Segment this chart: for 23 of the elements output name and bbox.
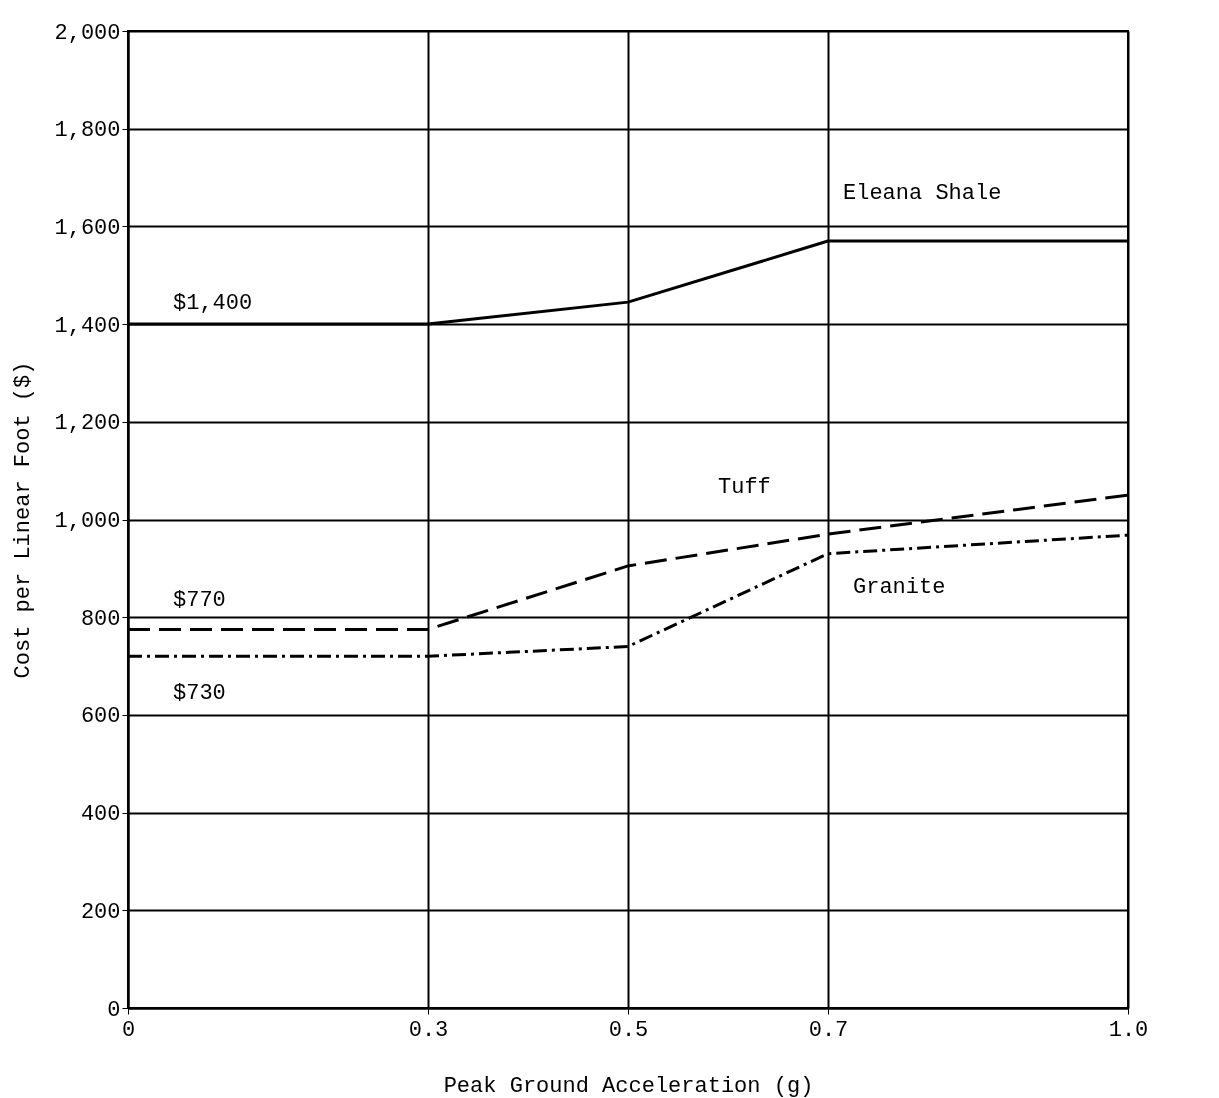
- y-tick-label: 1,400: [54, 313, 121, 339]
- y-tick-label: 1,200: [54, 411, 121, 437]
- y-tick-label: 1,800: [54, 118, 121, 144]
- y-tick-label: 600: [80, 704, 121, 730]
- series-label: Tuff: [718, 474, 771, 500]
- y-tick-label: 1,000: [54, 509, 121, 534]
- y-tick-label: 1,600: [54, 215, 121, 241]
- y-tick-label: 2,000: [54, 20, 121, 46]
- annotation: $770: [173, 588, 226, 614]
- y-tick-label: 400: [80, 802, 121, 828]
- y-tick-label: 200: [80, 899, 121, 925]
- x-tick-label: 0.5: [608, 1017, 649, 1043]
- annotation: $1,400: [173, 291, 253, 317]
- series-label: Granite: [853, 574, 946, 600]
- y-tick-label: 800: [80, 606, 121, 632]
- x-axis-title: Peak Ground Acceleration (g): [443, 1073, 814, 1098]
- y-axis-title: Cost per Linear Foot ($): [11, 361, 37, 679]
- x-tick-label: 1.0: [1108, 1017, 1149, 1043]
- x-tick-label: 0.7: [808, 1017, 849, 1043]
- annotation: $730: [173, 681, 226, 707]
- x-tick-label: 0.3: [408, 1017, 449, 1043]
- series-label: Eleana Shale: [843, 181, 1002, 207]
- y-tick-label: 0: [107, 997, 121, 1023]
